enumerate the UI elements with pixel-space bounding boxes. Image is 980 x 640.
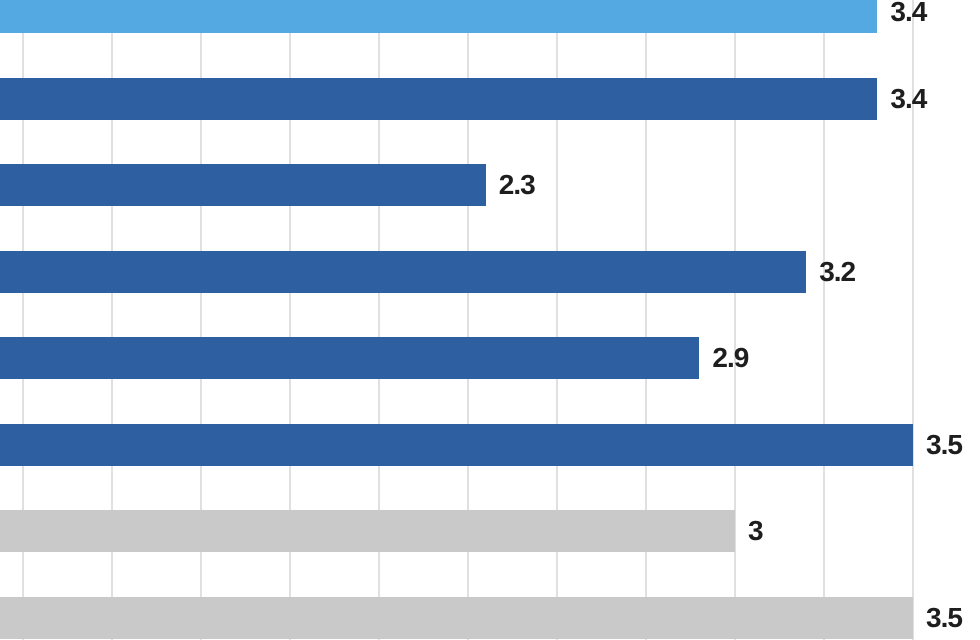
bar-value-label: 3.5 [926, 428, 963, 460]
bar [0, 77, 878, 120]
gridline [912, 0, 914, 640]
bar [0, 0, 878, 33]
gridline [645, 0, 647, 640]
bar-value-label: 2.3 [498, 169, 536, 201]
bar [0, 337, 700, 380]
bar-row: 3.4 [0, 77, 980, 120]
gridline [22, 0, 24, 640]
gridline [378, 0, 380, 640]
bar-row: 3 [0, 510, 980, 553]
bar [0, 510, 735, 553]
gridline [200, 0, 202, 640]
bar-row: 3.5 [0, 596, 980, 639]
bar-value-label: 3 [748, 515, 764, 547]
bar-row: 2.3 [0, 164, 980, 207]
gridline [556, 0, 558, 640]
bar-row: 3.2 [0, 250, 980, 293]
bar-value-label: 3.4 [890, 0, 927, 27]
bar-row: 3.5 [0, 423, 980, 466]
bar [0, 596, 913, 639]
gridline [734, 0, 736, 640]
bar-value-label: 3.5 [926, 601, 963, 633]
gridline [111, 0, 113, 640]
gridline [467, 0, 469, 640]
bar [0, 423, 913, 466]
gridline [823, 0, 825, 640]
bar-value-label: 2.9 [712, 342, 749, 374]
bar [0, 250, 807, 293]
bar-value-label: 3.4 [890, 82, 927, 114]
gridline [289, 0, 291, 640]
bar-value-label: 3.2 [819, 255, 856, 287]
bar-row: 3.4 [0, 0, 980, 33]
bar-row: 2.9 [0, 337, 980, 380]
bar [0, 164, 486, 207]
